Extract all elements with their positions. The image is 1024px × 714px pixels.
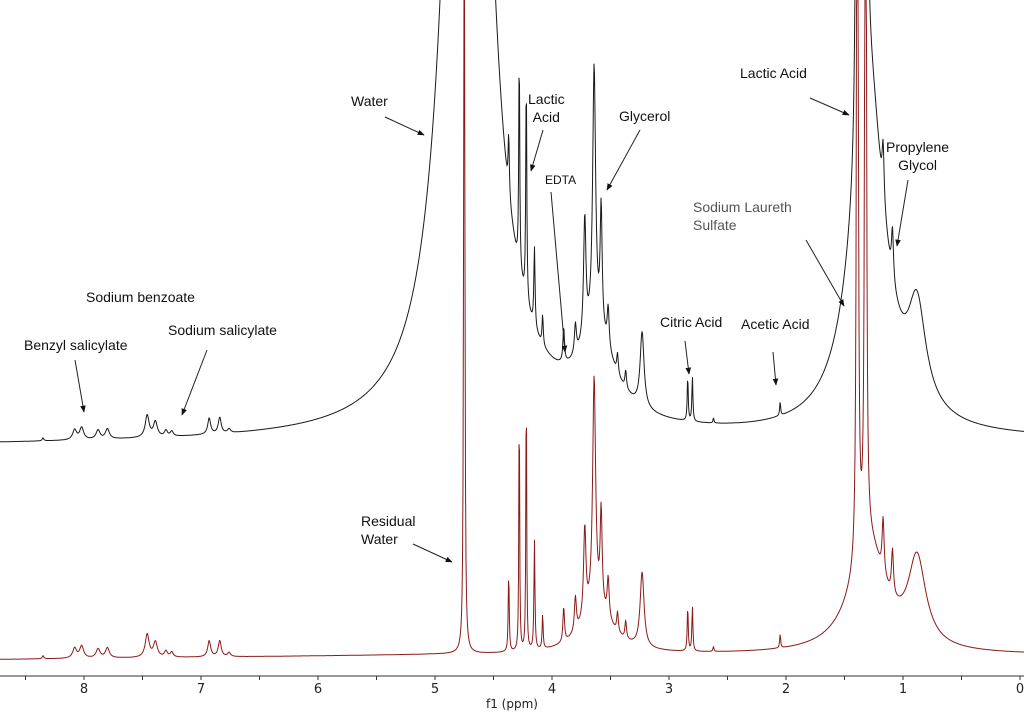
x-tick-label: 8	[79, 682, 89, 697]
lactic-acid-arrow-2	[809, 97, 850, 116]
label-edta: EDTA	[545, 173, 577, 187]
sles-arrow	[805, 239, 845, 307]
label-lactic-acid-1: Lactic Acid	[528, 91, 565, 125]
water-arrow	[384, 116, 425, 136]
edta-arrow	[550, 191, 568, 353]
annotation-arrows	[74, 97, 909, 563]
x-tick-label: 7	[196, 682, 206, 697]
x-tick-label: 6	[313, 682, 323, 697]
x-tick-label: 0	[1015, 682, 1024, 697]
x-tick-label: 2	[781, 682, 791, 697]
sodium-salicylate-arrow	[181, 349, 208, 416]
lactic-acid-arrow-1	[530, 129, 544, 172]
label-citric-acid: Citric Acid	[660, 314, 723, 330]
x-axis-title: f1 (ppm)	[486, 697, 538, 711]
label-acetic-acid: Acetic Acid	[741, 316, 810, 332]
citric-acid-arrow	[684, 340, 692, 375]
x-tick-label: 5	[430, 682, 440, 697]
propylene-glycol-arrow	[895, 179, 909, 247]
glycerol-arrow	[606, 129, 641, 191]
label-residual-water: Residual Water	[361, 513, 416, 547]
residual-water-arrow	[412, 543, 453, 563]
acetic-acid-arrow	[772, 351, 779, 386]
label-propylene-glycol: Propylene Glycol	[886, 139, 950, 173]
benzyl-salicylate-arrow	[74, 359, 86, 413]
x-tick-label: 4	[547, 682, 557, 697]
x-axis	[0, 675, 1024, 680]
x-tick-label: 1	[898, 682, 908, 697]
label-lactic-acid-2: Lactic Acid	[740, 65, 807, 81]
upper-spectrum-trace	[0, 0, 1024, 443]
label-sodium-benzoate: Sodium benzoate	[86, 289, 195, 305]
label-glycerol: Glycerol	[619, 108, 671, 124]
label-benzyl-salicylate: Benzyl salicylate	[24, 337, 128, 353]
x-tick-label: 3	[664, 682, 674, 697]
spectrum-traces	[0, 0, 1024, 660]
lower-spectrum-trace	[0, 0, 1024, 660]
label-sodium-salicylate: Sodium salicylate	[168, 322, 277, 338]
label-sodium-laureth-sulfate: Sodium Laureth Sulfate	[693, 199, 792, 233]
label-water: Water	[351, 93, 388, 109]
